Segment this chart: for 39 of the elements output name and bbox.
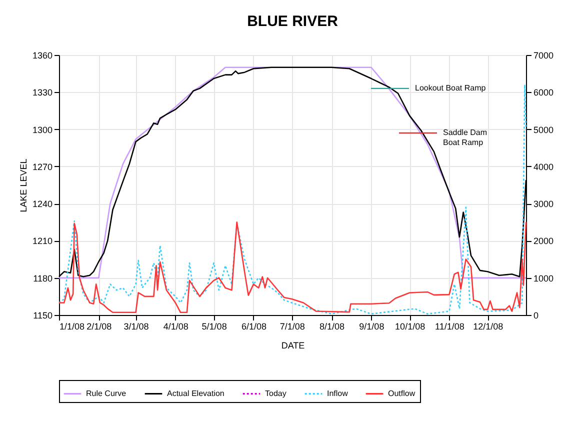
x-tick-label: 12/1/08 <box>473 322 504 332</box>
x-tick-label: 11/1/08 <box>435 322 464 332</box>
y2-tick-label: 5000 <box>534 124 554 135</box>
y-tick-label: 1330 <box>32 88 52 98</box>
x-tick-label: 4/1/08 <box>163 322 188 332</box>
y-tick-label: 1360 <box>32 50 52 60</box>
y-axis-title: LAKE LEVEL <box>18 158 28 212</box>
chart-title: BLUE RIVER <box>247 13 338 30</box>
y2-tick-label: 1000 <box>534 273 554 284</box>
x-tick-label: 8/1/08 <box>320 322 345 332</box>
x-axis-title: DATE <box>281 340 305 350</box>
legend-label: Actual Elevation <box>167 388 224 398</box>
y2-tick-label: 4000 <box>534 162 554 172</box>
y-tick-label: 1300 <box>32 124 52 135</box>
y2-tick-label: 7000 <box>534 50 554 60</box>
y-tick-label: 1240 <box>32 199 52 210</box>
legend-label: Inflow <box>327 388 348 398</box>
y-tick-label: 1180 <box>33 273 52 284</box>
x-tick-label: 6/1/08 <box>241 322 266 332</box>
x-tick-label: 10/1/08 <box>395 322 426 332</box>
y2-tick-label: 6000 <box>534 88 554 98</box>
legend-label: Rule Curve <box>86 388 127 398</box>
y2-tick-label: 2000 <box>534 236 554 246</box>
x-tick-label: 3/1/08 <box>124 322 149 332</box>
y2-tick-label: 3000 <box>534 199 554 210</box>
y-tick-label: 1150 <box>33 310 52 320</box>
y-tick-label: 1210 <box>32 236 52 246</box>
ref-line-label: Saddle Dam Boat Ramp <box>443 128 488 147</box>
legend-label: Outflow <box>388 388 416 398</box>
x-tick-label: 2/1/08 <box>86 322 112 332</box>
x-tick-label: 7/1/08 <box>280 322 305 332</box>
y2-tick-label: 0 <box>534 310 539 320</box>
legend-label: Today <box>265 388 286 398</box>
y-tick-label: 1270 <box>32 162 52 172</box>
x-tick-label: 5/1/08 <box>202 322 227 332</box>
x-tick-label: 1/1/08 <box>60 322 85 332</box>
line-series <box>58 221 527 314</box>
ref-line-label: Lookout Boat Ramp <box>415 83 486 92</box>
x-tick-label: 9/1/08 <box>359 322 384 332</box>
